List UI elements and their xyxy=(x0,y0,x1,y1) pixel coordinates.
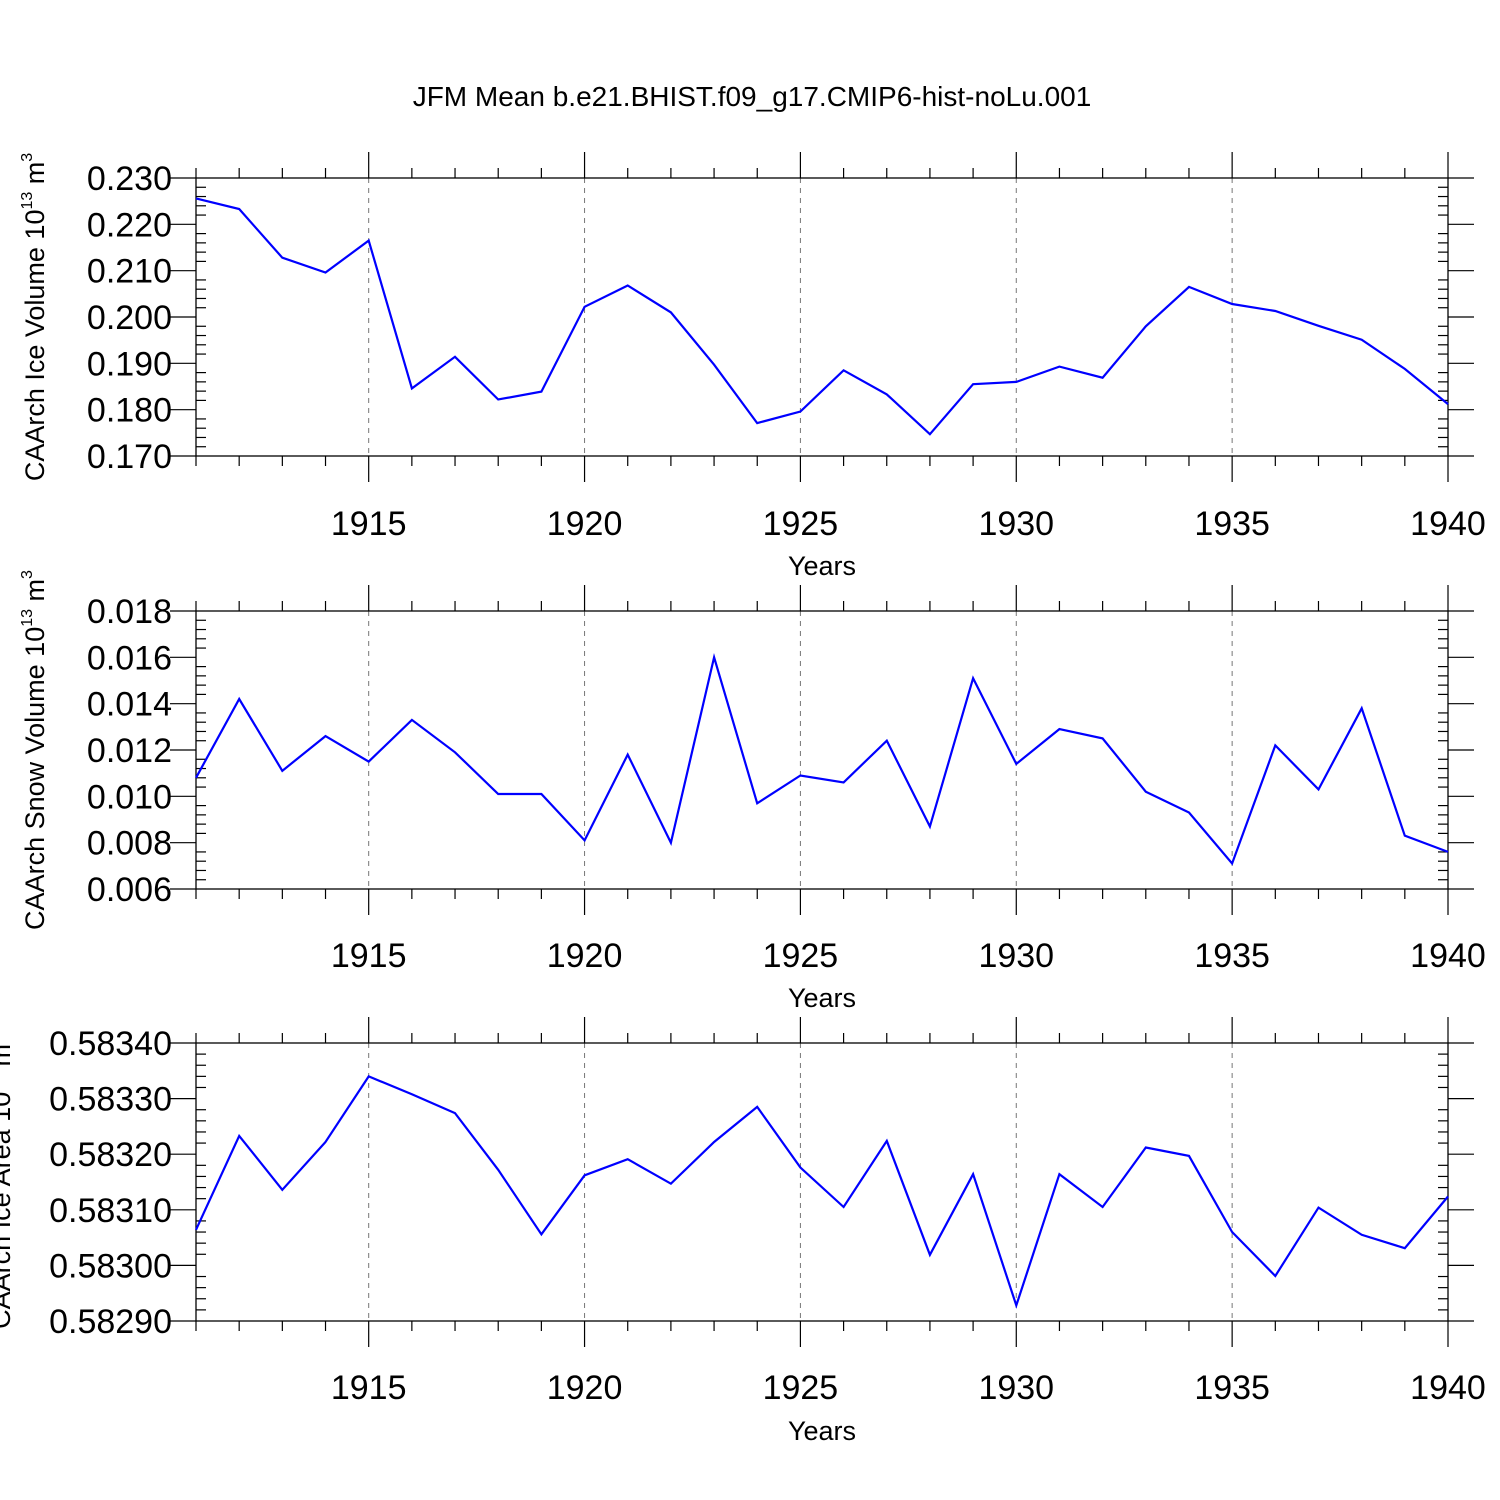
panel-2: 0.006 0.008 0.010 0.012 0.014 0.016 0.018 1915 1… xyxy=(19,570,1486,1013)
y-tick-label: 0.58320 xyxy=(49,1136,172,1174)
panel-1: 0.170 0.180 0.190 0.200 0.210 0.220 0.230 1915 1… xyxy=(19,152,1486,581)
y-tick-label: 0.008 xyxy=(87,825,172,863)
y-tick-label: 0.58300 xyxy=(49,1247,172,1285)
x-tick-label: 1920 xyxy=(547,937,623,975)
y-tick-label: 0.190 xyxy=(87,345,172,383)
y-tick-label: 0.016 xyxy=(87,639,172,677)
y-tick-label: 0.006 xyxy=(87,871,172,909)
y-tick-label: 0.200 xyxy=(87,299,172,337)
x-tick-label: 1940 xyxy=(1410,505,1486,543)
x-tick-label: 1925 xyxy=(763,505,839,543)
x-axis-label: Years xyxy=(788,983,856,1013)
x-tick-label: 1935 xyxy=(1194,937,1270,975)
x-tick-label: 1915 xyxy=(331,505,407,543)
x-axis-label: Years xyxy=(788,1416,856,1446)
y-tick-label: 0.012 xyxy=(87,732,172,770)
x-tick-label: 1940 xyxy=(1410,1369,1486,1407)
plot-frame xyxy=(195,610,1449,890)
x-tick-label: 1915 xyxy=(331,1369,407,1407)
x-tick-label: 1915 xyxy=(331,937,407,975)
series-line xyxy=(195,652,1449,866)
plot-frame xyxy=(195,177,1449,457)
x-tick-label: 1920 xyxy=(547,505,623,543)
x-tick-label: 1925 xyxy=(763,1369,839,1407)
x-tick-label: 1920 xyxy=(547,1369,623,1407)
x-axis-label: Years xyxy=(788,551,856,581)
y-tick-label: 0.58310 xyxy=(49,1192,172,1230)
y-tick-label: 0.58290 xyxy=(49,1303,172,1341)
y-tick-label: 0.230 xyxy=(87,160,172,198)
y-axis-label: CAArch Snow Volume 1013 m3 xyxy=(19,570,50,930)
y-axis-label: CAArch Ice Volume 1013 m3 xyxy=(19,153,50,481)
y-tick-label: 0.180 xyxy=(87,392,172,430)
y-tick-label: 0.170 xyxy=(87,438,172,476)
series-line xyxy=(195,1075,1449,1309)
chart-title: JFM Mean b.e21.BHIST.f09_g17.CMIP6-hist-… xyxy=(413,81,1092,112)
x-tick-label: 1925 xyxy=(763,937,839,975)
series-line xyxy=(195,197,1449,436)
y-tick-label: 0.210 xyxy=(87,253,172,291)
y-axis-label: CAArch Ice Area 1013 m2 xyxy=(0,1035,16,1329)
y-tick-label: 0.220 xyxy=(87,206,172,244)
panel-3: 0.58290 0.58300 0.58310 0.58320 0.58330 0.583… xyxy=(0,1017,1486,1446)
x-tick-label: 1930 xyxy=(978,505,1054,543)
x-tick-label: 1930 xyxy=(978,1369,1054,1407)
y-tick-label: 0.010 xyxy=(87,778,172,816)
y-tick-label: 0.58330 xyxy=(49,1081,172,1119)
y-tick-label: 0.58340 xyxy=(49,1025,172,1063)
x-tick-label: 1935 xyxy=(1194,505,1270,543)
y-tick-label: 0.014 xyxy=(87,686,172,724)
y-tick-label: 0.018 xyxy=(87,593,172,631)
x-tick-label: 1935 xyxy=(1194,1369,1270,1407)
plot-frame xyxy=(195,1042,1449,1322)
x-tick-label: 1930 xyxy=(978,937,1054,975)
x-tick-label: 1940 xyxy=(1410,937,1486,975)
